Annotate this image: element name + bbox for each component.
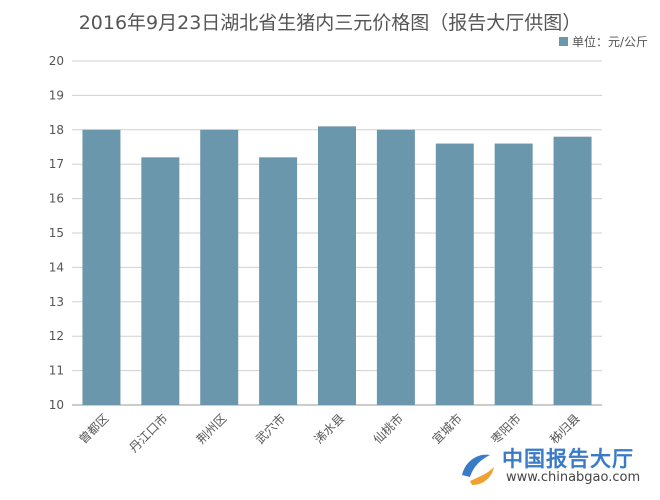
watermark-name: 中国报告大厅 bbox=[502, 447, 634, 471]
y-tick-label: 15 bbox=[49, 226, 64, 240]
x-tick-label: 仙桃市 bbox=[370, 411, 406, 447]
y-tick-label: 14 bbox=[49, 260, 64, 274]
bar bbox=[259, 157, 298, 405]
x-tick-label: 曾都区 bbox=[76, 411, 111, 446]
y-tick-label: 19 bbox=[49, 88, 64, 102]
y-axis: 10 11 12 13 14 15 16 17 18 19 20 bbox=[49, 54, 64, 412]
y-tick-label: 16 bbox=[49, 192, 64, 206]
bar bbox=[435, 143, 474, 405]
bars bbox=[82, 126, 592, 406]
y-tick-label: 10 bbox=[49, 398, 64, 412]
chinabgao-logo-icon bbox=[462, 454, 494, 485]
x-tick-label: 浠水县 bbox=[312, 411, 347, 446]
x-tick-label: 枣阳市 bbox=[488, 411, 524, 447]
watermark: 中国报告大厅 www.chinabgao.com bbox=[456, 443, 656, 493]
x-tick-label: 秭归县 bbox=[547, 411, 582, 446]
bar bbox=[82, 129, 121, 406]
x-tick-label: 荆州区 bbox=[194, 411, 229, 446]
bar bbox=[553, 136, 592, 405]
chart-title: 2016年9月23日湖北省生猪内三元价格图（报告大厅供图） bbox=[78, 12, 582, 34]
x-tick-label: 丹江口市 bbox=[126, 411, 171, 456]
y-tick-label: 20 bbox=[49, 54, 64, 68]
y-tick-label: 13 bbox=[49, 295, 64, 309]
x-tick-label: 武穴市 bbox=[252, 411, 288, 447]
legend-label: 单位：元/公斤 bbox=[571, 35, 648, 49]
bar bbox=[200, 129, 239, 406]
y-tick-label: 18 bbox=[49, 123, 64, 137]
bar bbox=[141, 157, 180, 405]
x-tick-label: 宜城市 bbox=[429, 411, 465, 447]
legend: 单位：元/公斤 bbox=[558, 33, 648, 50]
watermark-url: www.chinabgao.com bbox=[506, 470, 641, 485]
bar bbox=[318, 126, 356, 406]
bar bbox=[494, 143, 533, 405]
y-tick-label: 11 bbox=[49, 364, 64, 378]
bar bbox=[376, 129, 415, 406]
y-tick-label: 12 bbox=[49, 329, 64, 343]
y-tick-label: 17 bbox=[49, 157, 64, 171]
legend-swatch bbox=[558, 37, 568, 46]
